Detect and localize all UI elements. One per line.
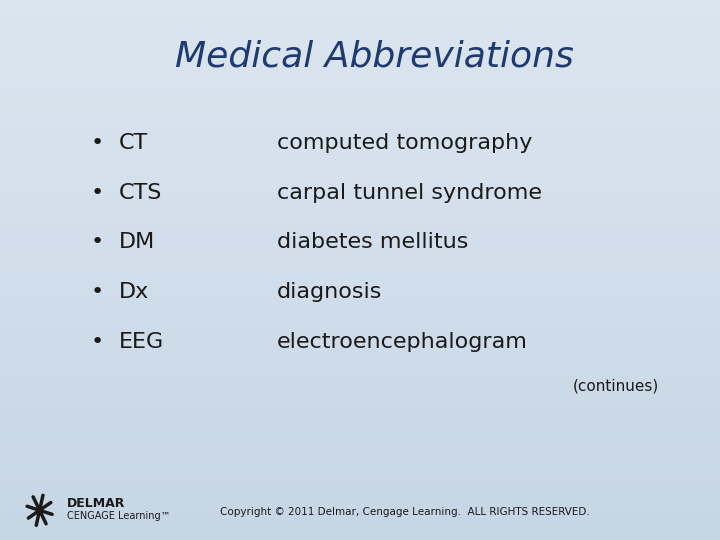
Text: Medical Abbreviations: Medical Abbreviations	[175, 40, 574, 73]
Text: •: •	[91, 183, 104, 203]
Text: computed tomography: computed tomography	[277, 133, 533, 153]
Text: •: •	[91, 282, 104, 302]
Text: electroencephalogram: electroencephalogram	[277, 332, 528, 352]
Text: CT: CT	[119, 133, 148, 153]
Text: diabetes mellitus: diabetes mellitus	[277, 232, 469, 253]
Text: (continues): (continues)	[572, 379, 659, 394]
Text: •: •	[91, 133, 104, 153]
Text: carpal tunnel syndrome: carpal tunnel syndrome	[277, 183, 542, 203]
Text: CTS: CTS	[119, 183, 162, 203]
Text: •: •	[91, 332, 104, 352]
Text: •: •	[91, 232, 104, 253]
Text: EEG: EEG	[119, 332, 164, 352]
Text: Copyright © 2011 Delmar, Cengage Learning.  ALL RIGHTS RESERVED.: Copyright © 2011 Delmar, Cengage Learnin…	[220, 507, 590, 517]
Text: diagnosis: diagnosis	[277, 282, 382, 302]
Text: CENGAGE Learning™: CENGAGE Learning™	[67, 511, 171, 521]
Text: Dx: Dx	[119, 282, 149, 302]
Text: DELMAR: DELMAR	[67, 497, 125, 510]
Text: DM: DM	[119, 232, 155, 253]
